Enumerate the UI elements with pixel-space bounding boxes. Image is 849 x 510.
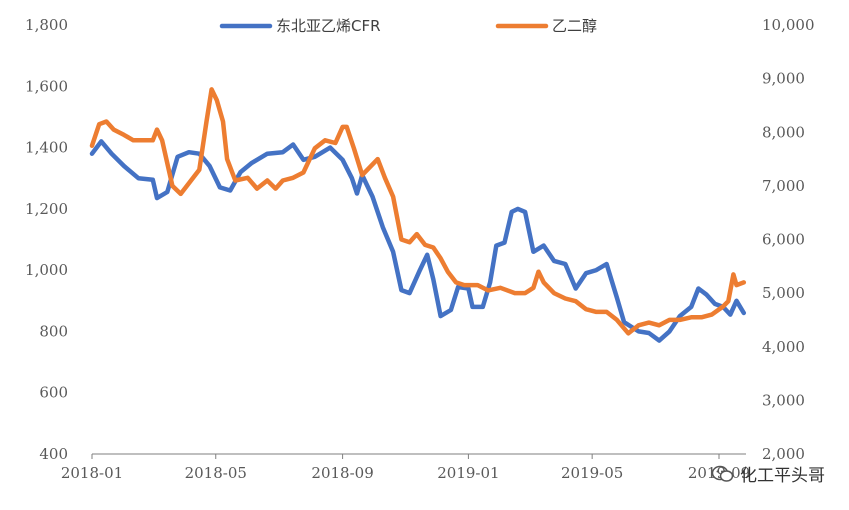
y-left-tick-label: 800 [39, 322, 68, 340]
wechat-icon [711, 465, 734, 483]
y-left-tick-label: 400 [39, 445, 68, 463]
x-tick-label: 2019-05 [561, 464, 623, 482]
watermark-text: 化工平头哥 [740, 466, 825, 486]
x-tick-label: 2019-01 [437, 464, 499, 482]
y-right-tick-label: 6,000 [762, 231, 805, 249]
series-line-ethylene [89, 139, 747, 343]
y-right-tick-label: 5,000 [762, 284, 805, 302]
legend: 东北亚乙烯CFR 乙二醇 [219, 17, 597, 35]
y-right-tick-label: 7,000 [762, 177, 805, 195]
y-left-tick-label: 1,800 [25, 16, 68, 34]
y-right-tick-label: 3,000 [762, 391, 805, 409]
series-lines [89, 87, 747, 343]
series-line-meg [89, 87, 747, 336]
legend-label: 乙二醇 [552, 17, 597, 35]
y-right-tick-label: 4,000 [762, 338, 805, 356]
y-left-tick-label: 1,000 [25, 261, 68, 279]
y-left-tick-label: 1,600 [25, 77, 68, 95]
axes: 400 600 800 1,000 1,200 1,400 1,600 1,800 2,000 3… [25, 16, 814, 482]
x-tick-label: 2019-09 [688, 464, 750, 482]
y-left-tick-label: 1,200 [25, 200, 68, 218]
x-tick-label: 2018-05 [185, 464, 247, 482]
y-right-tick-label: 8,000 [762, 123, 805, 141]
y-right-tick-label: 2,000 [762, 445, 805, 463]
x-tick-label: 2018-01 [61, 464, 123, 482]
y-left-tick-label: 1,400 [25, 139, 68, 157]
y-right-tick-label: 10,000 [762, 16, 815, 34]
legend-label: 东北亚乙烯CFR [276, 17, 381, 35]
watermark: 化工平头哥 [711, 461, 825, 486]
y-left-tick-label: 600 [39, 384, 68, 402]
y-right-tick-label: 9,000 [762, 70, 805, 88]
x-tick-label: 2018-09 [311, 464, 373, 482]
